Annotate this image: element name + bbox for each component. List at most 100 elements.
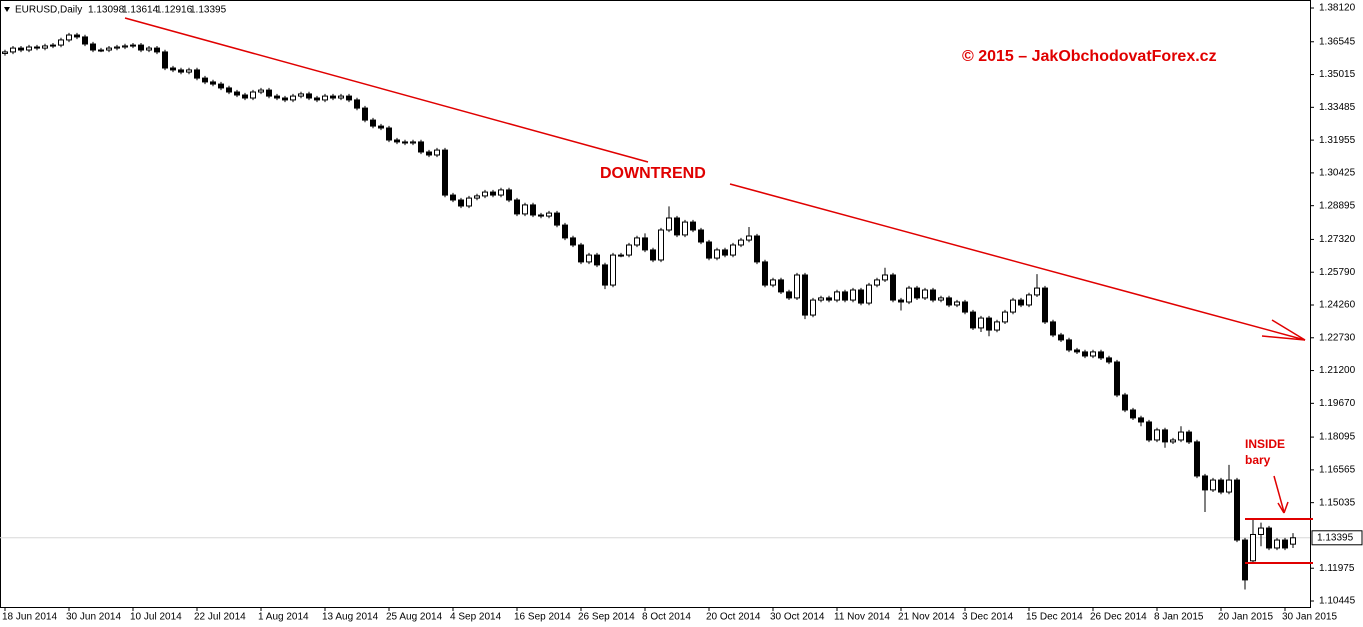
x-tick-label: 25 Aug 2014: [386, 612, 443, 623]
candle-body: [714, 249, 720, 259]
candle-body: [162, 51, 168, 69]
candle-body: [218, 83, 224, 89]
candle-body: [1242, 539, 1248, 581]
candle-body: [1258, 527, 1264, 535]
candle-body: [322, 95, 328, 101]
candle-body: [1018, 299, 1024, 306]
candle-body: [490, 191, 496, 196]
x-tick-label: 18 Jun 2014: [2, 612, 57, 623]
candle-body: [690, 221, 696, 231]
y-tick-label: 1.21200: [1319, 365, 1356, 376]
candle-body: [922, 289, 928, 299]
candle-body: [18, 47, 24, 51]
candle-body: [930, 289, 936, 301]
candle-body: [26, 46, 32, 51]
candle-body: [1026, 294, 1032, 306]
candle-body: [1210, 479, 1216, 491]
y-tick-label: 1.36545: [1319, 36, 1356, 47]
candle-body: [554, 212, 560, 226]
candle-body: [242, 94, 248, 99]
candle-body: [866, 284, 872, 304]
candle-body: [826, 297, 832, 301]
candle-body: [874, 279, 880, 286]
trend-arrow: [1271, 319, 1306, 341]
candle-body: [202, 77, 208, 83]
candle-body: [1250, 533, 1256, 562]
candle-body: [626, 244, 632, 256]
candle-body: [354, 99, 360, 109]
price-label-box: [1311, 530, 1363, 546]
candle-body: [1098, 351, 1104, 359]
candle-body: [370, 119, 376, 127]
candle-body: [1074, 349, 1080, 353]
candle-body: [586, 254, 592, 263]
y-tick-label: 1.11975: [1319, 563, 1355, 574]
candle-body: [1290, 537, 1296, 545]
inside-arrow: [1273, 475, 1289, 514]
candle-body: [362, 107, 368, 121]
candle-body: [962, 301, 968, 313]
y-tick-label: 1.25790: [1319, 267, 1356, 278]
candle-body: [778, 279, 784, 293]
candle-body: [530, 204, 536, 216]
y-tick-label: 1.18095: [1319, 432, 1356, 443]
candle-body: [722, 249, 728, 256]
candle-body: [1218, 479, 1224, 493]
header-low: 1.12916: [156, 5, 193, 16]
inside-label: bary: [1245, 453, 1271, 467]
candle-body: [546, 212, 552, 217]
header-close: 1.13395: [190, 5, 227, 16]
candle-body: [410, 141, 416, 144]
x-tick-label: 26 Dec 2014: [1090, 612, 1147, 623]
candle-body: [122, 45, 128, 48]
x-tick-label: 15 Dec 2014: [1026, 612, 1083, 623]
plot-frame: [0, 0, 1311, 608]
candle-body: [458, 199, 464, 207]
trend-line-left: [124, 17, 649, 163]
candle-body: [66, 34, 72, 41]
candle-body: [522, 204, 528, 215]
x-tick-label: 30 Oct 2014: [770, 612, 825, 623]
candle-body: [186, 69, 192, 73]
candles: [0, 32, 1310, 590]
inside-arrow-head: [1277, 502, 1285, 514]
candle-body: [306, 93, 312, 99]
candle-body: [730, 244, 736, 256]
candle-body: [226, 87, 232, 93]
candle-body: [890, 274, 896, 301]
candle-body: [74, 34, 80, 38]
candle-body: [1114, 361, 1120, 396]
candle-body: [178, 69, 184, 73]
x-tick-label: 11 Nov 2014: [834, 612, 890, 623]
candle-body: [914, 287, 920, 299]
candle-body: [754, 235, 760, 263]
candle-body: [898, 299, 904, 303]
y-tick-label: 1.10445: [1319, 596, 1356, 607]
candle-body: [258, 89, 264, 93]
candle-body: [466, 197, 472, 207]
candle-body: [330, 95, 336, 99]
candle-body: [954, 301, 960, 306]
candle-body: [818, 297, 824, 301]
x-tick-label: 1 Aug 2014: [258, 612, 309, 623]
inside-arrow-shaft: [1273, 475, 1285, 513]
candle-body: [1122, 394, 1128, 411]
candle-body: [850, 289, 856, 301]
candle-body: [418, 141, 424, 153]
candle-body: [1034, 287, 1040, 296]
y-tick-label: 1.38120: [1319, 3, 1356, 14]
candle-body: [1058, 334, 1064, 341]
candle-body: [1146, 421, 1152, 441]
candle-body: [1082, 351, 1088, 357]
candle-body: [1154, 429, 1160, 441]
candle-body: [994, 321, 1000, 331]
candle-body: [882, 274, 888, 281]
candle-body: [442, 149, 448, 196]
candle-body: [386, 127, 392, 141]
candle-body: [34, 46, 40, 49]
candle-body: [634, 237, 640, 246]
candle-body: [610, 254, 616, 286]
candle-body: [1130, 409, 1136, 419]
candle-body: [794, 274, 800, 299]
